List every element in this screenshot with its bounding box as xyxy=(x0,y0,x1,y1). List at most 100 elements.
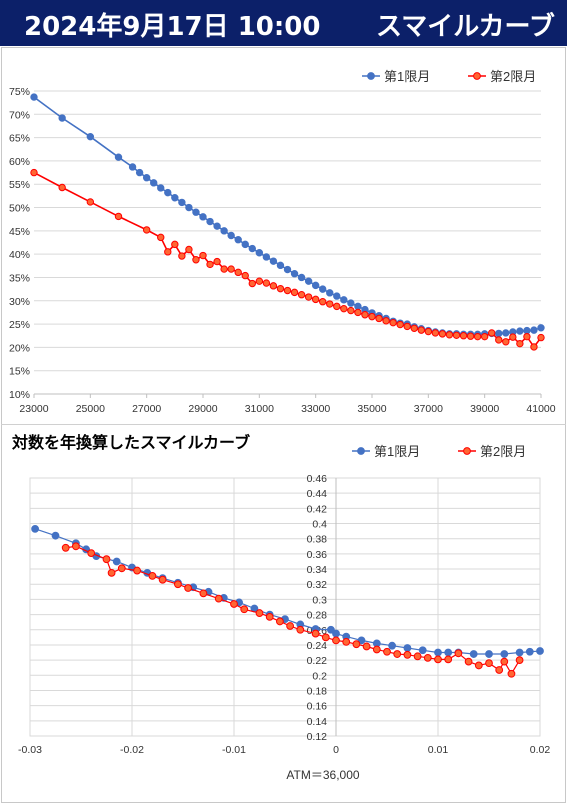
chart2-series-2-point xyxy=(286,622,295,630)
chart2-x-tick-label: -0.03 xyxy=(18,744,42,756)
chart1-series-2-point xyxy=(410,324,418,332)
chart1-series-1-point xyxy=(495,329,503,338)
chart1-series-1-point xyxy=(283,265,292,274)
chart1-series-1-point xyxy=(142,174,151,182)
chart1-series-2-point xyxy=(424,327,433,336)
chart2-legend-marker-2 xyxy=(463,447,471,455)
chart1-series-2-point xyxy=(523,332,531,341)
chart2-series-2-point xyxy=(362,642,371,651)
chart1-legend-marker-2 xyxy=(473,72,481,80)
chart1-series-2-point xyxy=(516,339,524,348)
chart1-series-1-point xyxy=(530,326,538,334)
chart1-series-2-point xyxy=(530,343,538,351)
chart1-series-2-point xyxy=(227,265,235,273)
chart1-x-tick-label: 33000 xyxy=(301,403,330,415)
chart1-series-2-point xyxy=(452,331,461,339)
chart1-y-tick-label: 65% xyxy=(9,133,30,145)
chart1-series-2-point xyxy=(438,330,447,338)
chart2-series-2-point xyxy=(61,543,70,552)
chart1-series-1-point xyxy=(502,329,510,337)
chart1-series-2-point xyxy=(290,288,299,297)
chart2-series-1-point xyxy=(332,629,340,638)
chart2-series-2-point xyxy=(296,625,305,634)
chart2-y-tick-label: 0.12 xyxy=(307,731,328,743)
chart1-series-1-point xyxy=(199,213,207,221)
chart2-series-2-point xyxy=(72,542,80,551)
chart1-series-2-point xyxy=(382,317,390,325)
chart2-series-2-point xyxy=(230,600,238,608)
chart2-x-axis-title: ATM＝36,000 xyxy=(286,768,359,782)
chart2-y-tick-label: 0.22 xyxy=(307,655,328,667)
chart1-series-1-point xyxy=(114,153,123,161)
chart2-series-2-point xyxy=(342,638,351,646)
chart2-series-2-point xyxy=(276,617,284,626)
chart1-series-1-point xyxy=(304,277,313,285)
chart1-series-2-point xyxy=(495,336,503,344)
chart2-series-2-point xyxy=(184,584,193,592)
chart1-x-tick-label: 39000 xyxy=(470,403,499,415)
chart1-x-tick-label: 35000 xyxy=(357,403,386,415)
chart1-series-2-point xyxy=(185,245,193,254)
chart1-series-2-point xyxy=(269,282,278,290)
chart1-series-2-point xyxy=(368,312,376,321)
chart2-series-2-point xyxy=(434,655,442,664)
chart1-series-1-point xyxy=(290,270,299,278)
chart1-series-2-point xyxy=(171,240,179,249)
chart2-plot-border xyxy=(29,477,541,737)
chart1-series-2-point xyxy=(213,257,221,266)
chart2-y-tick-label: 0.36 xyxy=(307,549,328,561)
chart1-series-1-point xyxy=(135,168,144,177)
chart1-series-1-point xyxy=(523,326,531,335)
chart1-series-2-point xyxy=(142,226,151,234)
chart2-y-tick-label: 0.28 xyxy=(307,610,328,622)
chart1-series-2-point xyxy=(480,332,489,341)
chart2-series-1-point xyxy=(444,648,453,657)
chart1-series-2-point xyxy=(466,332,475,340)
chart2-series-1-point xyxy=(485,650,493,658)
chart2-y-tick-label: 0.46 xyxy=(307,473,328,485)
chart2-series-2-point xyxy=(485,659,493,668)
chart2-series-2-point xyxy=(133,566,142,575)
chart2-series-1-point xyxy=(434,648,442,657)
chart1-series-1-point xyxy=(86,132,95,141)
chart1-series-2-point xyxy=(86,198,95,206)
chart2-legend-label-1: 第1限月 xyxy=(374,444,420,459)
chart1-series-2-point xyxy=(255,277,264,285)
chart2-y-tick-label: 0.14 xyxy=(307,716,328,728)
chart2-y-tick-label: 0.34 xyxy=(307,564,328,576)
chart2-series-1-point xyxy=(51,531,60,540)
chart2-series-2-point xyxy=(403,650,412,659)
chart-divider xyxy=(1,424,566,425)
chart1-series-2-line xyxy=(33,171,542,349)
chart1-x-tick-label: 27000 xyxy=(132,403,161,415)
header-bar: 2024年9月17日 10:00 スマイルカーブ xyxy=(0,0,567,46)
chart2-series-2-point xyxy=(107,568,116,577)
chart2-x-tick-label: 0.02 xyxy=(530,744,551,756)
chart2-series-2-point xyxy=(311,629,320,638)
chart1-series-1-point xyxy=(213,222,221,230)
chart1-legend-marker-1 xyxy=(367,72,375,80)
chart1-series-1-point xyxy=(262,253,271,261)
chart2-series-2-point xyxy=(500,657,509,666)
chart2-x-tick-label: 0 xyxy=(333,744,339,756)
chart1-series-1-line xyxy=(33,96,542,336)
chart2-series-1-point xyxy=(327,625,335,634)
chart1-y-tick-label: 70% xyxy=(9,109,30,121)
header-date: 2024年9月17日 10:00 xyxy=(24,12,321,42)
chart1-series-2-point xyxy=(114,212,123,221)
chart1-series-2-point xyxy=(178,252,186,260)
chart1-series-1-point xyxy=(319,285,327,293)
chart1-series-1-point xyxy=(171,194,179,202)
chart1-series-2-point xyxy=(58,183,66,192)
chart2-y-tick-label: 0.32 xyxy=(307,579,328,591)
chart1-series-1-point xyxy=(333,292,341,300)
chart2-series-2-point xyxy=(255,609,264,617)
chart1-y-tick-label: 60% xyxy=(9,156,30,168)
chart1-series-2-point xyxy=(297,291,306,299)
chart2-y-tick-label: 0.4 xyxy=(312,519,327,531)
chart2-series-1-point xyxy=(500,650,509,658)
header-title: スマイルカーブ xyxy=(376,12,555,42)
chart1-series-2-point xyxy=(283,286,292,295)
chart2-series-2-point xyxy=(515,656,524,665)
